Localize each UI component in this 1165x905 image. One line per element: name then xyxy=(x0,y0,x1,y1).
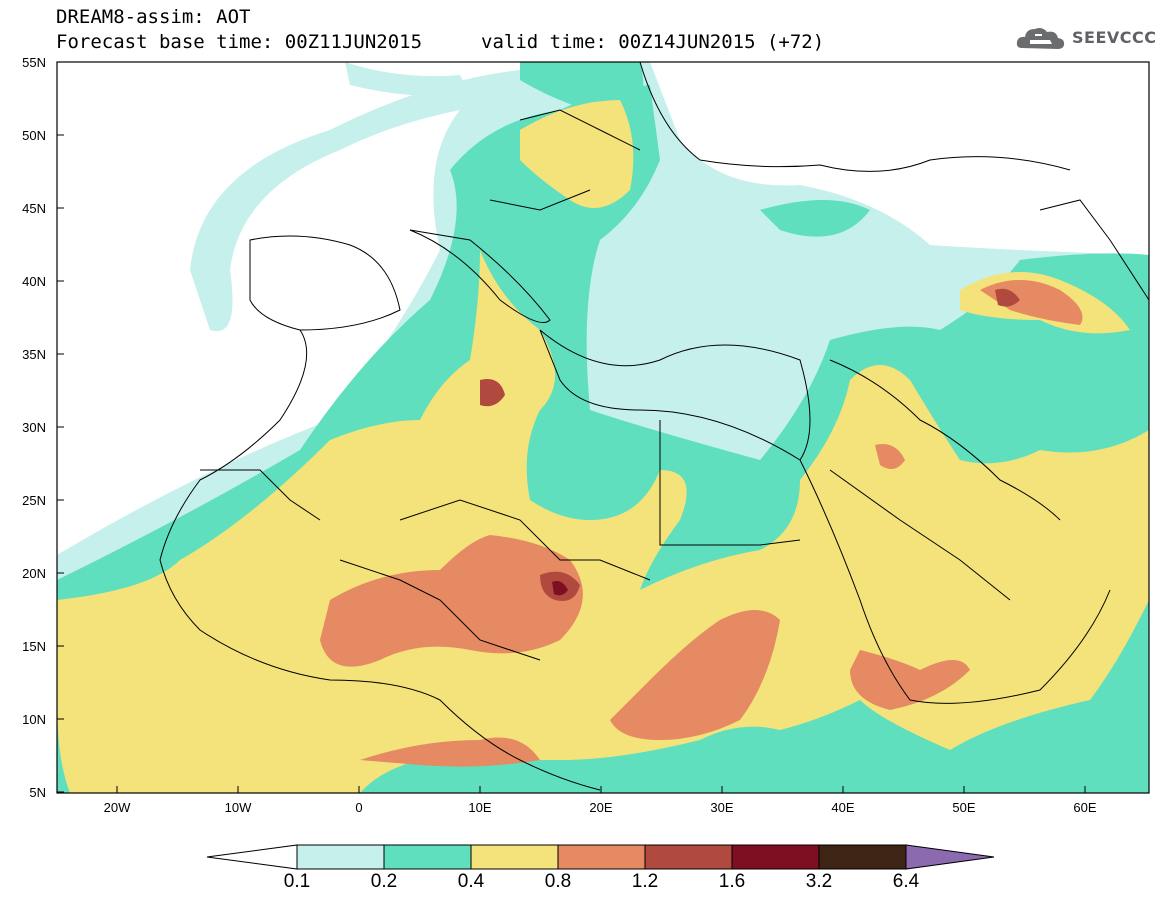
colorbar-segment xyxy=(644,844,733,870)
colorbar-segment xyxy=(296,844,385,870)
lat-label: 45N xyxy=(22,201,46,216)
aot-level-0-8-region xyxy=(850,650,970,710)
aot-level-0-1-region xyxy=(190,70,530,332)
aot-level-0-8-region xyxy=(320,535,583,667)
lon-label: 50E xyxy=(952,800,976,815)
lon-label: 0 xyxy=(355,800,363,815)
lon-label: 30E xyxy=(710,800,734,815)
colorbar-segment xyxy=(731,844,820,870)
lat-label: 30N xyxy=(22,420,46,435)
lon-label: 10E xyxy=(468,800,492,815)
colorbar-over-triangle xyxy=(905,844,995,870)
colorbar-segment xyxy=(818,844,907,870)
lat-label: 10N xyxy=(22,712,46,727)
lat-label: 35N xyxy=(22,347,46,362)
lon-label: 40E xyxy=(831,800,855,815)
lat-label: 25N xyxy=(22,493,46,508)
coastline xyxy=(159,62,1149,791)
aot-level-0-1-region xyxy=(345,62,470,97)
lat-label: 50N xyxy=(22,128,46,143)
lon-label: 60E xyxy=(1073,800,1097,815)
colorbar-label: 0.2 xyxy=(370,871,398,892)
aot-level-1-2-region xyxy=(995,288,1020,307)
aot-level-0-8-region xyxy=(610,610,780,740)
lon-label: 20E xyxy=(589,800,613,815)
colorbar-segment xyxy=(470,844,559,870)
base-time-label: Forecast base time: 00Z11JUN2015 xyxy=(56,31,423,53)
valid-time-label: valid time: 00Z14JUN2015 (+72) xyxy=(481,31,825,53)
colorbar-segment xyxy=(557,844,646,870)
colorbar-label: 6.4 xyxy=(892,871,920,892)
cloud-icon xyxy=(1016,28,1065,49)
colorbar-label: 1.2 xyxy=(631,871,659,892)
colorbar-label: 1.6 xyxy=(718,871,746,892)
axis-ticks xyxy=(57,61,1086,793)
seevccc-logo: SEEVCCC xyxy=(1016,22,1156,54)
colorbar-label: 0.8 xyxy=(544,871,572,892)
lon-label: 10W xyxy=(224,800,252,815)
lat-label: 15N xyxy=(22,639,46,654)
colorbar-label: 0.1 xyxy=(283,871,311,892)
colorbar-label: 3.2 xyxy=(805,871,833,892)
aot-level-0-2-region xyxy=(760,200,870,237)
lat-label: 55N xyxy=(22,55,46,70)
aot-level-0-4-region xyxy=(520,100,634,208)
lat-label: 20N xyxy=(22,566,46,581)
aot-level-1-2-region xyxy=(480,379,505,407)
colorbar-label: 0.4 xyxy=(457,871,485,892)
aot-level-1-6-region xyxy=(552,581,568,596)
model-title: DREAM8-assim: AOT xyxy=(56,6,251,28)
colorbar-segment xyxy=(383,844,472,870)
lat-label: 5N xyxy=(29,785,46,800)
aot-field xyxy=(57,62,1149,793)
lon-label: 20W xyxy=(103,800,131,815)
aot-level-0-8-region xyxy=(360,737,540,767)
colorbar-under-triangle xyxy=(206,844,298,870)
logo-text: SEEVCCC xyxy=(1072,28,1157,47)
aot-level-0-8-region xyxy=(875,444,905,469)
lat-label: 40N xyxy=(22,274,46,289)
